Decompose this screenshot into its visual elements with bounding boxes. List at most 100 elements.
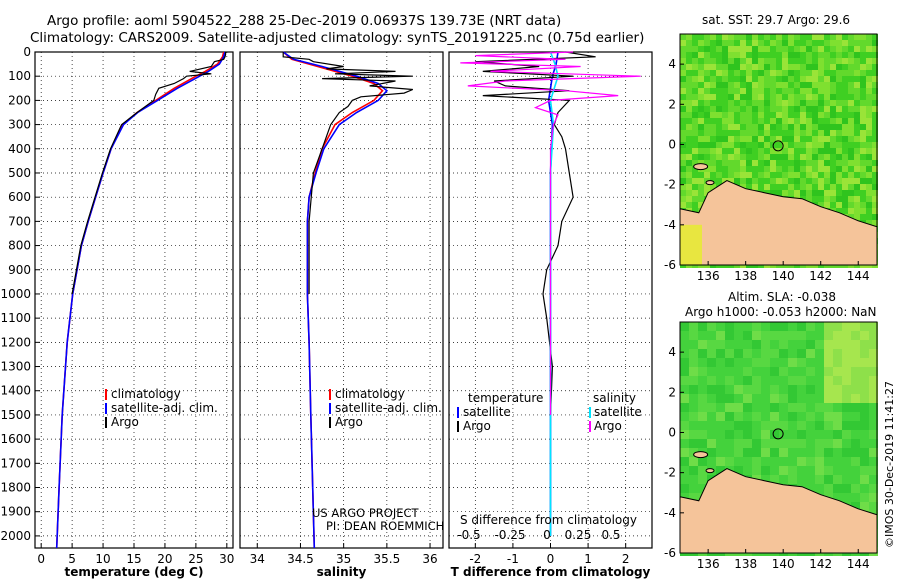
difference-series-s-argo: [460, 51, 641, 415]
sla-cell: [770, 358, 779, 367]
sst-cell: [842, 202, 848, 208]
sst-cell: [854, 64, 860, 70]
sst-cell: [746, 34, 752, 40]
sst-cell: [740, 64, 746, 70]
sst-cell: [710, 82, 716, 88]
sst-cell: [812, 184, 818, 190]
sst-cell: [728, 148, 734, 154]
sst-cell: [836, 40, 842, 46]
sla-cell: [824, 349, 833, 358]
sst-cell: [722, 166, 728, 172]
sst-cell: [686, 100, 692, 106]
temperature-xlabel: temperature (deg C): [65, 565, 204, 579]
sst-cell: [794, 40, 800, 46]
sla-cell: [860, 394, 869, 403]
sla-cell: [860, 439, 869, 448]
sla-cell: [725, 322, 734, 331]
sst-cell: [860, 184, 866, 190]
sst-cell: [872, 82, 878, 88]
sla-cell: [716, 331, 725, 340]
sst-cell: [818, 184, 824, 190]
sst-cell: [854, 160, 860, 166]
sst-cell: [716, 178, 722, 184]
sla-cell: [743, 349, 752, 358]
sla-cell: [770, 412, 779, 421]
sst-cell: [788, 154, 794, 160]
sst-cell: [722, 112, 728, 118]
plot-title-line2: Climatology: CARS2009. Satellite-adjuste…: [30, 30, 645, 46]
sla-cell: [869, 367, 878, 376]
sla-cell: [743, 331, 752, 340]
sst-cell: [680, 58, 686, 64]
sst-cell: [764, 40, 770, 46]
sla-cell: [860, 331, 869, 340]
sst-cell: [722, 82, 728, 88]
sst-cell: [824, 178, 830, 184]
sst-cell: [830, 148, 836, 154]
sla-cell: [689, 376, 698, 385]
sst-cell: [740, 160, 746, 166]
sst-cell: [794, 76, 800, 82]
sst-cell: [710, 106, 716, 112]
sla-cell: [797, 376, 806, 385]
sst-cell: [746, 52, 752, 58]
sst-cell: [710, 34, 716, 40]
sst-cell: [848, 46, 854, 52]
sla-cell: [869, 484, 878, 493]
sst-cell: [794, 70, 800, 76]
diff-legend-title-t: temperature: [468, 391, 543, 405]
sst-cell: [746, 178, 752, 184]
sst-cell: [740, 148, 746, 154]
sst-cell: [806, 178, 812, 184]
sst-xtick-label: 142: [809, 269, 832, 283]
sst-cell: [848, 94, 854, 100]
sst-cell: [824, 196, 830, 202]
sst-cell: [860, 64, 866, 70]
sst-cell: [848, 58, 854, 64]
sst-cell: [722, 160, 728, 166]
sst-cell: [866, 112, 872, 118]
difference-xtick-label: 2: [622, 552, 630, 566]
sla-cell: [851, 340, 860, 349]
sst-cell: [836, 208, 842, 214]
sst-cell: [740, 94, 746, 100]
sla-cell: [716, 412, 725, 421]
sst-cell: [836, 124, 842, 130]
sst-cell: [854, 82, 860, 88]
sst-cell: [782, 82, 788, 88]
sst-cell: [806, 184, 812, 190]
sst-cell: [680, 46, 686, 52]
sst-cell: [710, 88, 716, 94]
sst-cell: [776, 106, 782, 112]
sla-cell: [698, 403, 707, 412]
sst-cell: [806, 172, 812, 178]
sla-cell: [842, 430, 851, 439]
sst-cell: [716, 124, 722, 130]
sst-cell: [734, 154, 740, 160]
sla-cell: [770, 349, 779, 358]
sst-cell: [842, 106, 848, 112]
sst-cell: [860, 196, 866, 202]
sla-cell: [689, 322, 698, 331]
sla-cell: [752, 439, 761, 448]
sla-xtick-label: 136: [697, 557, 720, 571]
sst-cell: [752, 130, 758, 136]
sst-island: [693, 163, 709, 171]
sst-cell: [770, 64, 776, 70]
sst-cell: [818, 112, 824, 118]
sst-cell: [782, 142, 788, 148]
sla-cell: [707, 421, 716, 430]
sst-cell: [854, 202, 860, 208]
sst-cell: [728, 88, 734, 94]
sst-cell: [734, 46, 740, 52]
sst-cell: [770, 88, 776, 94]
sla-cell: [716, 358, 725, 367]
sst-cell: [794, 58, 800, 64]
sst-cell: [830, 118, 836, 124]
sst-cell: [860, 172, 866, 178]
sst-cell: [782, 184, 788, 190]
sla-cell: [851, 412, 860, 421]
sst-cell: [854, 70, 860, 76]
sst-cell: [680, 160, 686, 166]
sla-cell: [779, 367, 788, 376]
